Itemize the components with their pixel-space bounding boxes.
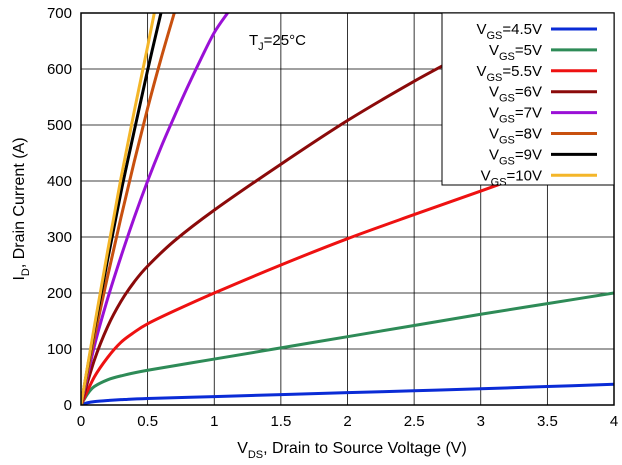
temperature-annotation: TJ=25°C bbox=[249, 32, 306, 53]
y-tick-label: 0 bbox=[64, 397, 72, 414]
annotation-rest: =25°C bbox=[264, 32, 306, 49]
x-axis-label-sub: DS bbox=[248, 449, 263, 461]
x-tick-label: 3.5 bbox=[537, 413, 558, 430]
legend-label: VGS=8V bbox=[489, 126, 542, 147]
x-tick-label: 0.5 bbox=[137, 413, 158, 430]
x-tick-label: 4 bbox=[610, 413, 618, 430]
series-line bbox=[81, 13, 230, 405]
series-line bbox=[81, 141, 614, 405]
y-axis-label-rest: , Drain Current (A) bbox=[11, 137, 28, 268]
annotation-main: T bbox=[249, 32, 258, 49]
y-tick-label: 300 bbox=[47, 229, 72, 246]
y-tick-label: 400 bbox=[47, 173, 72, 190]
x-tick-label: 0 bbox=[77, 413, 85, 430]
legend-label: VGS=5.5V bbox=[476, 63, 542, 84]
series-line bbox=[81, 13, 156, 405]
legend-label: VGS=9V bbox=[489, 146, 542, 167]
legend-label: VGS=7V bbox=[489, 105, 542, 126]
y-tick-label: 500 bbox=[47, 117, 72, 134]
legend-label: VGS=5V bbox=[489, 42, 542, 63]
x-axis-label-main: V bbox=[237, 440, 248, 457]
legend: VGS=4.5VVGS=5VVGS=5.5VVGS=6VVGS=7VVGS=8V… bbox=[441, 12, 615, 188]
x-tick-label: 1.5 bbox=[270, 413, 291, 430]
y-tick-label: 700 bbox=[47, 5, 72, 22]
series-line bbox=[81, 382, 614, 405]
y-axis-label: ID, Drain Current (A) bbox=[11, 137, 32, 280]
x-tick-label: 3 bbox=[477, 413, 485, 430]
x-tick-label: 1 bbox=[210, 413, 218, 430]
legend-label: VGS=4.5V bbox=[476, 21, 542, 42]
y-axis-label-sub: D bbox=[20, 268, 32, 276]
y-tick-label: 100 bbox=[47, 341, 72, 358]
y-axis-label-main: I bbox=[11, 276, 28, 280]
x-axis-label-rest: , Drain to Source Voltage (V) bbox=[263, 440, 467, 457]
series-line bbox=[81, 291, 614, 405]
legend-items: VGS=4.5VVGS=5VVGS=5.5VVGS=6VVGS=7VVGS=8V… bbox=[476, 21, 597, 188]
plot-frame bbox=[80, 12, 615, 406]
y-tick-label: 200 bbox=[47, 285, 72, 302]
legend-label: VGS=10V bbox=[481, 167, 542, 188]
x-axis-label: VDS, Drain to Source Voltage (V) bbox=[237, 440, 467, 461]
series-lines bbox=[81, 13, 614, 405]
y-tick-labels: 0 100 200 300 400 500 600 700 bbox=[47, 5, 72, 414]
series-line bbox=[81, 13, 532, 405]
x-tick-label: 2.5 bbox=[404, 413, 425, 430]
legend-box bbox=[441, 12, 615, 186]
x-tick-labels: 0 0.5 1 1.5 2 2.5 3 3.5 4 bbox=[77, 413, 618, 430]
y-tick-label: 600 bbox=[47, 61, 72, 78]
x-tick-label: 2 bbox=[343, 413, 351, 430]
annotation-sub: J bbox=[258, 41, 264, 53]
legend-label: VGS=6V bbox=[489, 84, 542, 105]
